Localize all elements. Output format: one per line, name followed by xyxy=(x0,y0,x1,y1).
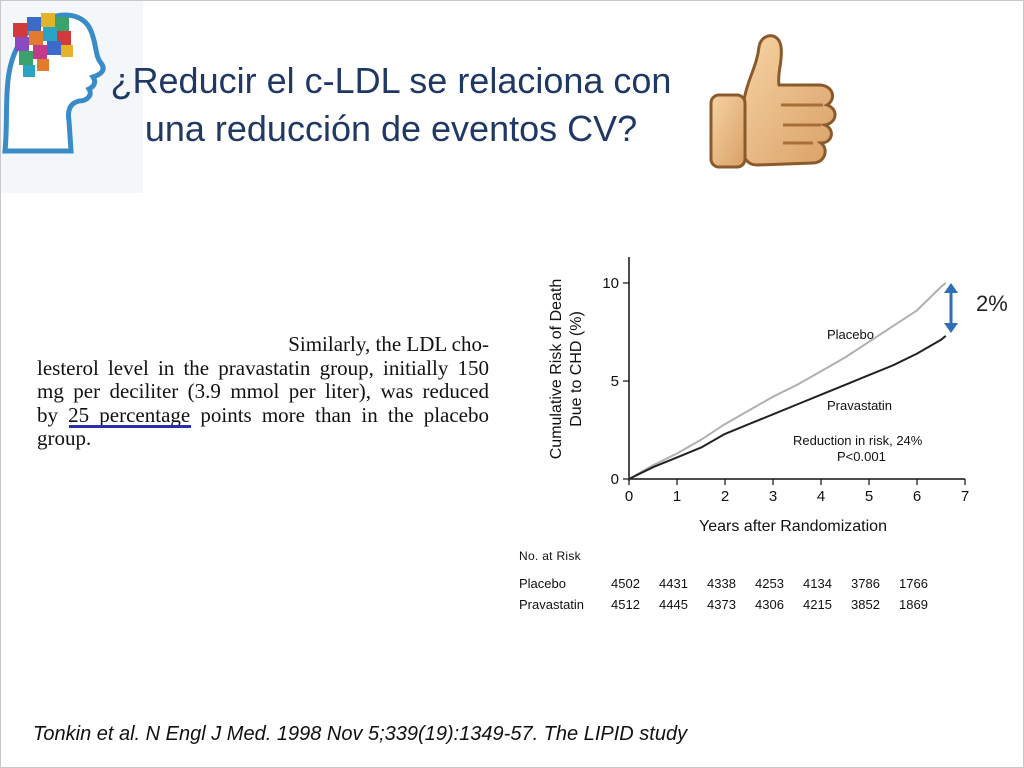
annotation-line-2: P<0.001 xyxy=(837,449,886,464)
table-row: Placebo 4502 4431 4338 4253 4134 3786 17… xyxy=(519,573,959,594)
table-cell: 4431 xyxy=(659,576,688,591)
table-cell: 4134 xyxy=(803,576,832,591)
excerpt-line-4: by 25 percentage points more than in the… xyxy=(37,402,489,427)
chart-axes xyxy=(628,257,965,481)
series-label-placebo: Placebo xyxy=(827,327,874,342)
y-tick-label: 5 xyxy=(611,373,619,390)
x-tick-label: 1 xyxy=(673,488,681,505)
table-cell: 4445 xyxy=(659,597,688,612)
x-tick-label: 5 xyxy=(865,488,873,505)
double-arrow-icon xyxy=(944,283,958,333)
citation: Tonkin et al. N Engl J Med. 1998 Nov 5;3… xyxy=(33,723,688,745)
table-cell: 4512 xyxy=(611,597,640,612)
table-cell: 4253 xyxy=(755,576,784,591)
excerpt-line-5: group. xyxy=(37,426,92,450)
table-cell: 3852 xyxy=(851,597,880,612)
row-label: Pravastatin xyxy=(519,597,585,612)
at-risk-table: No. at Risk Placebo 4502 4431 4338 4253 … xyxy=(519,549,959,615)
title-line-1: ¿Reducir el c-LDL se relaciona con xyxy=(110,60,672,101)
article-excerpt: Similarly, the LDL cho- lesterol level i… xyxy=(37,332,489,451)
thumbs-up-icon xyxy=(709,34,837,169)
table-cell: 4502 xyxy=(611,576,640,591)
y-tick-label: 0 xyxy=(611,471,619,488)
x-axis-label: Years after Randomization xyxy=(699,518,887,535)
excerpt-line-1: Similarly, the LDL cho- xyxy=(288,332,489,356)
slide-title: ¿Reducir el c-LDL se relaciona con una r… xyxy=(61,57,721,153)
table-cell: 4306 xyxy=(755,597,784,612)
excerpt-line-2: lesterol level in the pravastatin group,… xyxy=(37,355,489,380)
x-tick-label: 4 xyxy=(817,488,825,505)
table-cell: 4215 xyxy=(803,597,832,612)
table-cell: 3786 xyxy=(851,576,880,591)
excerpt-line-3: mg per deciliter (3.9 mmol per liter), w… xyxy=(37,379,489,403)
series-label-pravastatin: Pravastatin xyxy=(827,398,892,413)
y-tick-label: 10 xyxy=(602,275,619,292)
x-tick-label: 3 xyxy=(769,488,777,505)
risk-difference-label: 2% xyxy=(976,291,1008,316)
chart-lines xyxy=(628,282,947,480)
cumulative-risk-chart: 0 1 2 3 4 5 6 7 0 5 10 Cumulative Risk of Death Du… xyxy=(548,257,969,535)
at-risk-header-text: No. at Risk xyxy=(519,549,581,563)
table-cell: 1869 xyxy=(899,597,928,612)
highlight-underline xyxy=(69,425,191,428)
y-axis-label-line-2: Due to CHD (%) xyxy=(568,311,585,427)
at-risk-header: No. at Risk xyxy=(519,549,959,563)
table-row: Pravastatin 4512 4445 4373 4306 4215 385… xyxy=(519,594,959,615)
x-tick-label: 2 xyxy=(721,488,729,505)
x-tick-label: 7 xyxy=(961,488,969,505)
row-label: Placebo xyxy=(519,576,566,591)
annotation-line-1: Reduction in risk, 24% xyxy=(793,433,923,448)
table-cell: 4338 xyxy=(707,576,736,591)
y-axis-label-line-1: Cumulative Risk of Death xyxy=(548,279,565,460)
x-tick-label: 6 xyxy=(913,488,921,505)
series-line-pravastatin xyxy=(628,335,947,480)
x-tick-label: 0 xyxy=(625,488,633,505)
chart-ticks: 0 1 2 3 4 5 6 7 0 5 10 xyxy=(602,275,969,505)
table-cell: 4373 xyxy=(707,597,736,612)
table-cell: 1766 xyxy=(899,576,928,591)
series-line-placebo xyxy=(628,282,947,480)
brain-puzzle-logo-icon xyxy=(1,1,143,193)
title-line-2: una reducción de eventos CV? xyxy=(144,108,638,149)
